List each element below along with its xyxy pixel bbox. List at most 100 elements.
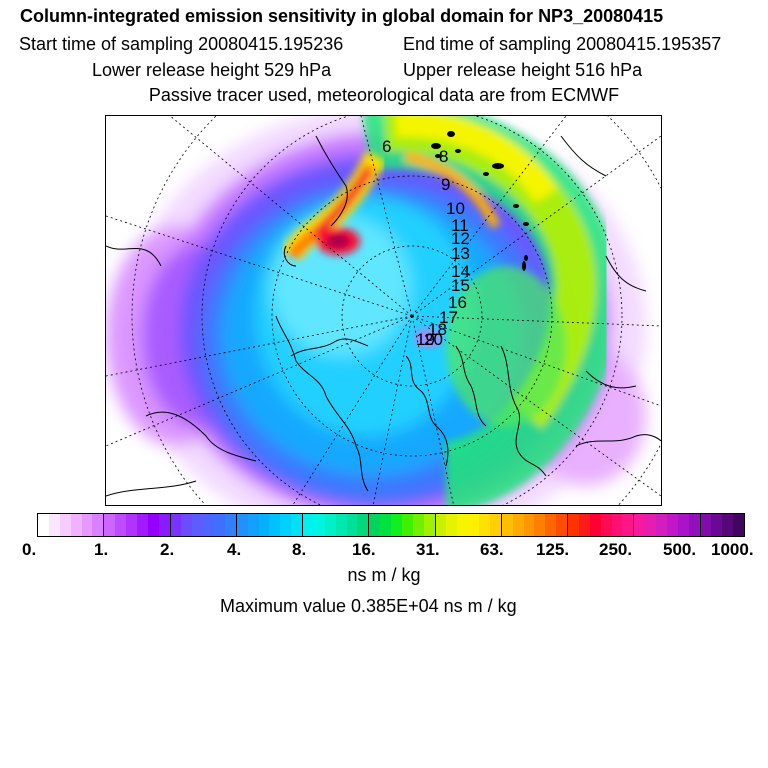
tick-label: 16.: [352, 540, 376, 559]
traj-label: 20: [424, 330, 443, 349]
colorbar-swatch: [38, 514, 49, 536]
colorbar-swatch: [181, 514, 193, 536]
land-blobs: [431, 131, 529, 271]
colorbar-swatch: [523, 514, 535, 536]
tick-label: 250.: [599, 540, 633, 559]
colorbar-swatch: [677, 514, 689, 536]
colorbar-swatch: [578, 514, 590, 536]
colorbar-swatch: [391, 514, 402, 536]
colorbar-swatch: [303, 514, 314, 536]
colorbar-swatch: [269, 514, 281, 536]
colorbar: [37, 513, 745, 537]
colorbar-swatch: [369, 514, 381, 536]
colorbar-swatch: [48, 514, 60, 536]
colorbar-swatch: [457, 514, 469, 536]
traj-label: 9: [441, 175, 450, 194]
colorbar-swatch: [423, 514, 436, 536]
colorbar-swatch: [501, 514, 513, 536]
colorbar-swatch: [192, 514, 204, 536]
colorbar-ticks: 0. 1. 2. 4. 8. 16. 31. 63. 125. 250. 500…: [0, 540, 768, 560]
colorbar-swatch: [236, 514, 248, 536]
colorbar-swatch: [556, 514, 568, 536]
traj-label: 18: [428, 320, 447, 339]
colorbar-swatch: [357, 514, 370, 536]
trajectory-labels: 6 8 9 10 11 12 13 14 15 16 17 18 19 20: [382, 137, 470, 349]
end-time-text: End time of sampling 20080415.195357: [403, 34, 722, 54]
colorbar-swatch: [247, 514, 259, 536]
lower-release-text: Lower release height 529 hPa: [92, 60, 332, 80]
colorbar-swatch: [59, 514, 71, 536]
colorbar-swatch: [158, 514, 171, 536]
colorbar-swatch: [656, 514, 667, 536]
traj-label: 10: [446, 199, 465, 218]
colorbar-swatch: [688, 514, 701, 536]
traj-label: 12: [451, 229, 470, 248]
colorbar-swatch: [435, 514, 447, 536]
units-label: ns m / kg: [347, 565, 421, 585]
colorbar-swatch: [622, 514, 635, 536]
traj-label: 14: [451, 262, 470, 281]
colorbar-swatch: [115, 514, 126, 536]
colorbar-swatch: [335, 514, 347, 536]
traj-label: 15: [451, 276, 470, 295]
colorbar-swatch: [611, 514, 623, 536]
colorbar-swatch: [346, 514, 358, 536]
tick-label: 31.: [416, 540, 440, 559]
colorbar-swatch: [280, 514, 292, 536]
colorbar-swatch: [81, 514, 93, 536]
colorbar-swatch: [711, 514, 723, 536]
colorbar-swatch: [700, 514, 712, 536]
colorbar-swatch: [258, 514, 270, 536]
colorbar-swatch: [203, 514, 214, 536]
colorbar-swatch: [170, 514, 182, 536]
tick-label: 4.: [227, 540, 242, 559]
colorbar-swatch: [214, 514, 225, 536]
traj-label: 6: [382, 137, 391, 156]
colorbar-swatch: [733, 514, 744, 536]
colorbar-swatch: [92, 514, 105, 536]
colorbar-swatch: [512, 514, 524, 536]
colorbar-swatch: [313, 514, 325, 536]
colorbar-swatch: [324, 514, 336, 536]
colorbar-swatch: [645, 514, 656, 536]
colorbar-swatch: [479, 514, 490, 536]
plot-title: Column-integrated emission sensitivity i…: [20, 6, 664, 26]
traj-label: 16: [448, 293, 467, 312]
tick-label: 63.: [480, 540, 504, 559]
colorbar-swatch: [545, 514, 557, 536]
colorbar-swatch: [380, 514, 391, 536]
tick-label: 0.: [22, 540, 37, 559]
sensitivity-field: [106, 116, 646, 505]
colorbar-swatch: [136, 514, 148, 536]
colorbar-swatch: [147, 514, 159, 536]
sensitivity-map: 6 8 9 10 11 12 13 14 15 16 17 18 19 20: [105, 115, 662, 506]
traj-label: 11: [451, 216, 469, 235]
traj-label: 17: [439, 308, 458, 327]
colorbar-swatch: [291, 514, 303, 536]
colorbar-swatch: [412, 514, 424, 536]
colorbar-swatch: [489, 514, 502, 536]
colorbar-swatch: [126, 514, 137, 536]
tick-label: 1.: [94, 540, 109, 559]
tick-label: 1000.: [711, 540, 754, 559]
colorbar-swatch: [401, 514, 413, 536]
colorbar-swatch: [468, 514, 479, 536]
tick-label: 500.: [663, 540, 697, 559]
tick-label: 8.: [292, 540, 307, 559]
traj-label: 8: [439, 147, 448, 166]
graticule: [106, 116, 661, 505]
traj-label: 13: [451, 244, 470, 263]
traj-label: 19: [416, 330, 435, 349]
maximum-value-text: Maximum value 0.385E+04 ns m / kg: [220, 596, 517, 616]
colorbar-swatch: [722, 514, 734, 536]
tick-label: 125.: [536, 540, 570, 559]
start-time-text: Start time of sampling 20080415.195236: [19, 34, 344, 54]
colorbar-swatch: [666, 514, 678, 536]
colorbar-swatch: [568, 514, 579, 536]
colorbar-swatch: [104, 514, 116, 536]
colorbar-swatch: [70, 514, 82, 536]
upper-release-text: Upper release height 516 hPa: [403, 60, 643, 80]
colorbar-swatch: [534, 514, 546, 536]
colorbar-swatch: [589, 514, 601, 536]
colorbar-swatch: [634, 514, 646, 536]
